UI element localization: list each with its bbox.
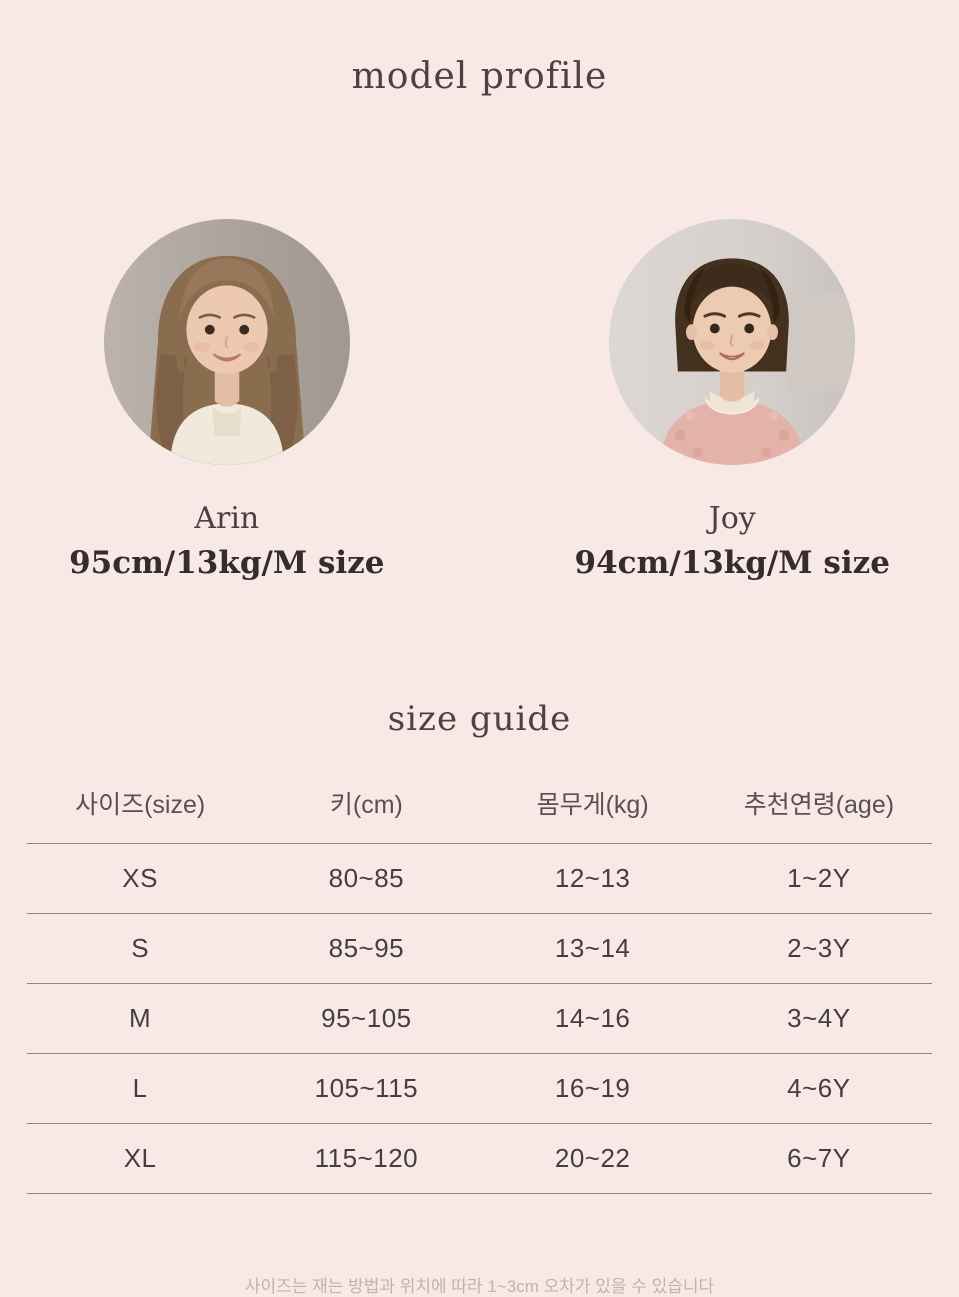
model-card-joy: Joy 94cm/13kg/M size (575, 219, 890, 581)
product-size-guide-page: model profile (0, 56, 959, 1296)
size-guide-table: 사이즈(size) 키(cm) 몸무게(kg) 추천연령(age) XS 80~… (27, 785, 932, 1194)
column-header-height: 키(cm) (253, 785, 480, 844)
table-row-l: L 105~115 16~19 4~6Y (27, 1053, 932, 1124)
cell-weight: 16~19 (479, 1053, 706, 1124)
table-row-m: M 95~105 14~16 3~4Y (27, 983, 932, 1054)
arin-portrait-illustration (103, 219, 350, 465)
cell-height: 105~115 (253, 1053, 480, 1124)
table-row-xs: XS 80~85 12~13 1~2Y (27, 843, 932, 914)
cell-weight: 20~22 (479, 1123, 706, 1194)
joy-portrait-illustration (609, 219, 856, 465)
cell-size: L (27, 1053, 254, 1124)
cell-age: 4~6Y (705, 1053, 932, 1124)
cell-height: 80~85 (253, 843, 480, 914)
cell-weight: 13~14 (479, 913, 706, 984)
cell-size: M (27, 983, 254, 1054)
cell-size: S (27, 913, 254, 984)
size-footnote-clipped: 사이즈는 재는 방법과 위치에 따라 1~3cm 오차가 있을 수 있습니다 (244, 1277, 715, 1296)
cell-size: XS (27, 843, 254, 914)
model-info: 95cm/13kg/M size (69, 545, 385, 581)
cell-weight: 12~13 (479, 843, 706, 914)
cell-size: XL (27, 1123, 254, 1194)
model-name: Arin (194, 501, 260, 536)
model-card-arin: Arin 95cm/13kg/M size (69, 219, 385, 581)
column-header-age: 추천연령(age) (705, 785, 932, 844)
size-guide-title: size guide (387, 699, 572, 739)
model-name: Joy (708, 501, 756, 536)
cell-height: 115~120 (253, 1123, 480, 1194)
table-row-s: S 85~95 13~14 2~3Y (27, 913, 932, 984)
table-header-row: 사이즈(size) 키(cm) 몸무게(kg) 추천연령(age) (27, 785, 932, 844)
cell-age: 3~4Y (705, 983, 932, 1054)
table-row-xl: XL 115~120 20~22 6~7Y (27, 1123, 932, 1194)
cell-weight: 14~16 (479, 983, 706, 1054)
model-info: 94cm/13kg/M size (574, 545, 890, 581)
cell-height: 85~95 (253, 913, 480, 984)
model-profile-title: model profile (351, 56, 608, 97)
column-header-weight: 몸무게(kg) (479, 785, 706, 844)
model-photo-arin (103, 219, 350, 465)
cell-age: 6~7Y (705, 1123, 932, 1194)
cell-age: 2~3Y (705, 913, 932, 984)
column-header-size: 사이즈(size) (27, 785, 254, 844)
cell-height: 95~105 (253, 983, 480, 1054)
model-photo-joy (609, 219, 856, 465)
cell-age: 1~2Y (705, 843, 932, 914)
model-profile-section: Arin 95cm/13kg/M size (0, 219, 959, 581)
